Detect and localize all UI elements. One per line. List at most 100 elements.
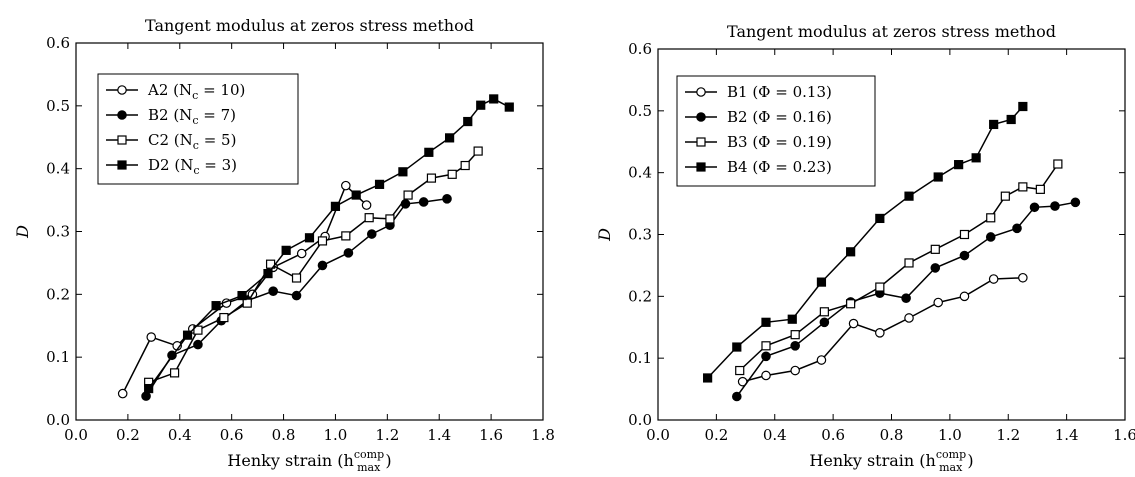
legend-marker bbox=[117, 85, 127, 95]
data-point bbox=[268, 286, 278, 296]
data-point bbox=[237, 290, 247, 301]
data-point bbox=[959, 250, 970, 261]
x-tick-label: 1.0 bbox=[938, 426, 962, 444]
chart-title: Tangent modulus at zeros stress method bbox=[145, 16, 474, 35]
data-point bbox=[848, 318, 859, 329]
x-axis-label: Henky strain (hcomp max) bbox=[227, 448, 391, 474]
legend-marker bbox=[696, 137, 706, 147]
series-line-1 bbox=[122, 184, 368, 394]
data-point bbox=[1018, 272, 1028, 283]
data-point bbox=[476, 100, 486, 110]
y-axis-label: D bbox=[595, 228, 614, 242]
data-point bbox=[504, 102, 514, 112]
data-point bbox=[790, 330, 800, 340]
data-point bbox=[442, 194, 452, 204]
legend-marker bbox=[696, 87, 706, 97]
legend-marker bbox=[117, 135, 127, 145]
data-point bbox=[473, 146, 483, 156]
x-axis-label: Henky strain (hcomp max) bbox=[809, 448, 973, 474]
data-point bbox=[211, 301, 221, 311]
legend-marker bbox=[117, 110, 127, 120]
data-point bbox=[351, 190, 361, 200]
data-point bbox=[1050, 201, 1060, 211]
data-point bbox=[330, 201, 341, 211]
x-tick-label: 1.2 bbox=[996, 426, 1020, 444]
data-point bbox=[985, 232, 996, 242]
data-point bbox=[144, 383, 154, 394]
legend-label: B2 (Φ = 0.16) bbox=[727, 108, 832, 126]
data-point bbox=[219, 312, 229, 323]
y-axis-label: D bbox=[13, 225, 32, 239]
y-tick-label: 0.4 bbox=[46, 160, 70, 178]
data-point bbox=[1070, 197, 1081, 208]
data-point bbox=[819, 317, 830, 328]
data-point bbox=[816, 355, 827, 365]
data-point bbox=[1000, 191, 1010, 201]
data-point bbox=[732, 391, 742, 402]
data-point bbox=[193, 339, 203, 350]
data-point bbox=[364, 213, 374, 223]
data-point bbox=[296, 248, 307, 259]
data-point bbox=[959, 229, 970, 240]
x-tick-label: 0.8 bbox=[880, 426, 904, 444]
y-tick-label: 0.2 bbox=[628, 287, 652, 305]
data-point bbox=[735, 365, 745, 376]
y-tick-label: 0.6 bbox=[628, 40, 652, 58]
x-tick-label: 0.4 bbox=[168, 426, 192, 444]
data-point bbox=[291, 273, 302, 283]
legend-label: A2 (Nc = 10) bbox=[147, 81, 245, 102]
data-point bbox=[263, 268, 273, 279]
data-point bbox=[761, 370, 771, 381]
x-tick-label: 0.0 bbox=[64, 426, 88, 444]
series-line-3 bbox=[148, 150, 479, 384]
data-point bbox=[489, 94, 499, 104]
x-tick-label: 1.6 bbox=[479, 426, 503, 444]
data-point bbox=[1006, 114, 1016, 125]
data-point bbox=[761, 351, 771, 362]
data-point bbox=[403, 190, 413, 200]
data-point bbox=[1035, 184, 1045, 194]
y-tick-label: 0.6 bbox=[46, 34, 70, 52]
legend-label: B2 (Nc = 7) bbox=[148, 106, 236, 127]
data-point bbox=[445, 133, 455, 143]
data-point bbox=[732, 342, 742, 352]
data-point bbox=[989, 119, 999, 130]
data-point bbox=[790, 340, 800, 351]
legend: B1 (Φ = 0.13) B2 (Φ = 0.16) B3 (Φ = 0.19) B… bbox=[676, 75, 876, 187]
x-tick-label: 0.6 bbox=[220, 426, 244, 444]
legend-label: C2 (Nc = 5) bbox=[148, 131, 236, 152]
data-point bbox=[463, 116, 473, 127]
data-point bbox=[182, 330, 193, 340]
data-point bbox=[117, 388, 128, 399]
legend-label: B4 (Φ = 0.23) bbox=[727, 158, 832, 176]
data-point bbox=[398, 167, 408, 177]
y-tick-label: 0.2 bbox=[46, 285, 70, 303]
data-point bbox=[1018, 182, 1028, 192]
data-point bbox=[930, 263, 941, 273]
data-point bbox=[875, 282, 885, 292]
data-point bbox=[385, 214, 395, 224]
x-tick-label: 0.4 bbox=[763, 426, 787, 444]
data-point bbox=[366, 229, 377, 239]
data-point bbox=[1029, 202, 1040, 213]
data-point bbox=[790, 365, 800, 376]
data-point bbox=[761, 341, 771, 351]
data-point bbox=[304, 233, 315, 243]
x-tick-label: 1.0 bbox=[324, 426, 348, 444]
data-point bbox=[341, 231, 351, 241]
x-tick-label: 0.0 bbox=[646, 426, 670, 444]
x-tick-label: 1.8 bbox=[531, 426, 555, 444]
data-point bbox=[1053, 159, 1063, 169]
data-point bbox=[343, 248, 354, 258]
plot-frame bbox=[657, 48, 1126, 421]
y-tick-label: 0.4 bbox=[628, 164, 652, 182]
legend-marker bbox=[696, 162, 706, 172]
data-point bbox=[930, 244, 940, 254]
legend-marker bbox=[696, 112, 706, 122]
data-point bbox=[933, 297, 943, 308]
legend-label: B1 (Φ = 0.13) bbox=[727, 83, 832, 101]
legend-label: D2 (Nc = 3) bbox=[148, 156, 237, 177]
data-point bbox=[875, 213, 885, 224]
